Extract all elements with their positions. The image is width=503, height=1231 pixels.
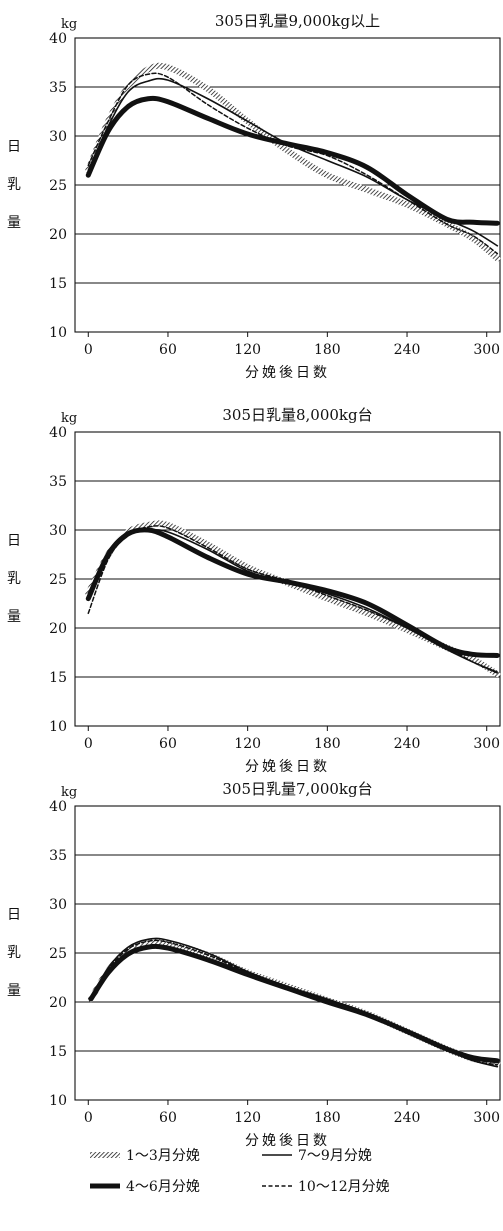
x-axis-label: 分娩後日数 — [245, 1133, 330, 1149]
legend-item: 7～9月分娩 — [262, 1148, 372, 1164]
y-axis-label-char: 日 — [7, 907, 21, 923]
y-axis-label-char: 量 — [7, 983, 21, 999]
legend-label: 10～12月分娩 — [298, 1179, 390, 1195]
y-tick-label: 30 — [49, 129, 67, 145]
chart-panel-2: 10152025303540060120180240300日kg305日乳量8,… — [7, 406, 503, 775]
x-tick-label: 0 — [84, 342, 93, 358]
y-axis-label-char: 乳 — [7, 945, 21, 961]
y-tick-label: 25 — [49, 946, 67, 962]
y-tick-label: 20 — [49, 621, 67, 637]
x-tick-label: 240 — [394, 342, 421, 358]
legend-label: 7～9月分娩 — [298, 1148, 372, 1164]
x-tick-label: 180 — [314, 736, 341, 752]
x-axis-label: 分娩後日数 — [245, 365, 330, 381]
x-unit-label: 日 — [501, 343, 503, 358]
y-unit-label: kg — [61, 785, 77, 800]
chart-panels: 10152025303540060120180240300日kg305日乳量9,… — [7, 12, 503, 1149]
x-tick-label: 120 — [234, 1110, 261, 1126]
y-axis-label-char: 量 — [7, 609, 21, 625]
legend-label: 1～3月分娩 — [126, 1148, 200, 1164]
y-axis-label-char: 日 — [7, 533, 21, 549]
series-line-thick: 4～6月分娩 — [85, 95, 500, 226]
x-tick-label: 300 — [473, 1110, 500, 1126]
x-unit-label: 日 — [501, 1111, 503, 1126]
y-tick-label: 15 — [49, 1044, 67, 1060]
x-unit-label: 日 — [501, 737, 503, 752]
x-tick-label: 300 — [473, 736, 500, 752]
y-tick-label: 30 — [49, 897, 67, 913]
y-tick-label: 25 — [49, 572, 67, 588]
y-tick-label: 35 — [49, 848, 67, 864]
y-axis-label-char: 乳 — [7, 177, 21, 193]
series-line-hatched: 1～3月分娩 — [85, 62, 501, 262]
x-tick-label: 60 — [159, 342, 177, 358]
y-tick-label: 35 — [49, 474, 67, 490]
chart-title: 305日乳量8,000kg台 — [222, 406, 372, 424]
x-tick-label: 180 — [314, 342, 341, 358]
x-tick-label: 0 — [84, 736, 93, 752]
x-tick-label: 240 — [394, 736, 421, 752]
series-line-hatched: 1～3月分娩 — [85, 520, 501, 678]
y-tick-label: 10 — [49, 325, 67, 341]
y-tick-label: 20 — [49, 227, 67, 243]
x-axis-label: 分娩後日数 — [245, 759, 330, 775]
legend-item: 1～3月分娩 — [90, 1148, 200, 1164]
x-tick-label: 300 — [473, 342, 500, 358]
y-tick-label: 30 — [49, 523, 67, 539]
x-tick-label: 180 — [314, 1110, 341, 1126]
y-tick-label: 15 — [49, 670, 67, 686]
y-axis-label-char: 量 — [7, 215, 21, 231]
y-axis-label-char: 乳 — [7, 571, 21, 587]
y-tick-label: 15 — [49, 276, 67, 292]
x-tick-label: 120 — [234, 736, 261, 752]
legend-item: 4～6月分娩 — [90, 1179, 200, 1195]
legend-item: 10～12月分娩 — [262, 1179, 390, 1195]
y-tick-label: 20 — [49, 995, 67, 1011]
x-tick-label: 240 — [394, 1110, 421, 1126]
y-tick-label: 40 — [49, 799, 67, 815]
series-line-thick: 4～6月分娩 — [88, 943, 500, 1064]
y-tick-label: 35 — [49, 80, 67, 96]
y-tick-label: 10 — [49, 719, 67, 735]
x-tick-label: 0 — [84, 1110, 93, 1126]
y-tick-label: 10 — [49, 1093, 67, 1109]
series-line-dashed: 10～12月分娩 — [87, 525, 499, 674]
x-tick-label: 60 — [159, 1110, 177, 1126]
legend-label: 4～6月分娩 — [126, 1179, 200, 1195]
y-tick-label: 40 — [49, 31, 67, 47]
y-tick-label: 25 — [49, 178, 67, 194]
y-unit-label: kg — [61, 411, 77, 426]
y-tick-label: 40 — [49, 425, 67, 441]
series-line-solid: 7～9月分娩 — [87, 528, 499, 673]
chart-title: 305日乳量7,000kg台 — [222, 780, 372, 798]
x-tick-label: 120 — [234, 342, 261, 358]
y-unit-label: kg — [61, 17, 77, 32]
series-line-thick: 4～6月分娩 — [85, 527, 500, 658]
y-axis-label-char: 日 — [7, 139, 21, 155]
chart-panel-1: 10152025303540060120180240300日kg305日乳量9,… — [7, 12, 503, 381]
legend: 1～3月分娩 7～9月分娩 4～6月分娩 10～12月分娩 — [90, 1148, 390, 1195]
chart-title: 305日乳量9,000kg以上 — [215, 12, 380, 30]
chart-panel-3: 10152025303540060120180240300日kg305日乳量7,… — [7, 780, 503, 1149]
x-tick-label: 60 — [159, 736, 177, 752]
